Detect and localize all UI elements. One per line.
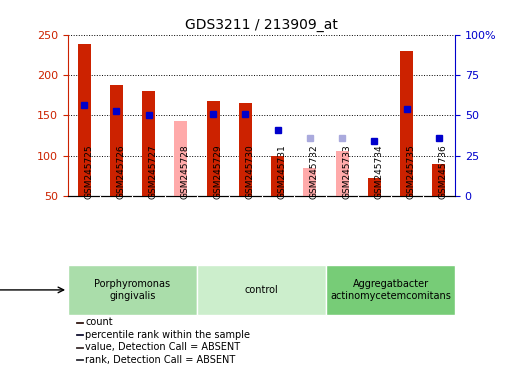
Text: GSM245727: GSM245727	[149, 145, 157, 199]
Bar	[76, 334, 83, 336]
Bar	[400, 51, 413, 196]
Bar	[326, 265, 455, 315]
Text: GSM245726: GSM245726	[116, 145, 126, 199]
Bar	[303, 167, 316, 196]
Text: GSM245735: GSM245735	[407, 144, 416, 199]
Bar	[78, 44, 90, 196]
Text: GSM245736: GSM245736	[439, 144, 448, 199]
Bar	[271, 156, 284, 196]
Text: GSM245731: GSM245731	[278, 144, 287, 199]
Bar	[368, 178, 381, 196]
Text: Aggregatbacter
actinomycetemcomitans: Aggregatbacter actinomycetemcomitans	[330, 279, 451, 301]
Text: GSM245728: GSM245728	[181, 145, 190, 199]
Bar	[197, 265, 326, 315]
Text: Porphyromonas
gingivalis: Porphyromonas gingivalis	[95, 279, 170, 301]
Bar	[336, 152, 348, 196]
Bar	[175, 121, 187, 196]
Text: GSM245725: GSM245725	[84, 145, 93, 199]
Title: GDS3211 / 213909_at: GDS3211 / 213909_at	[185, 18, 338, 32]
Bar	[76, 359, 83, 361]
Bar	[76, 322, 83, 323]
Text: control: control	[245, 285, 278, 295]
Bar	[207, 101, 220, 196]
Bar	[433, 164, 445, 196]
Text: GSM245730: GSM245730	[245, 144, 254, 199]
Bar	[76, 347, 83, 348]
Bar	[68, 265, 197, 315]
Text: GSM245732: GSM245732	[310, 145, 319, 199]
Bar	[239, 103, 252, 196]
Text: GSM245729: GSM245729	[213, 145, 222, 199]
Bar	[110, 84, 123, 196]
Bar	[142, 91, 155, 196]
Text: GSM245734: GSM245734	[374, 145, 383, 199]
Text: GSM245733: GSM245733	[342, 144, 351, 199]
Text: value, Detection Call = ABSENT: value, Detection Call = ABSENT	[85, 342, 241, 353]
Text: percentile rank within the sample: percentile rank within the sample	[85, 330, 251, 340]
Text: count: count	[85, 317, 113, 328]
Text: rank, Detection Call = ABSENT: rank, Detection Call = ABSENT	[85, 355, 236, 365]
